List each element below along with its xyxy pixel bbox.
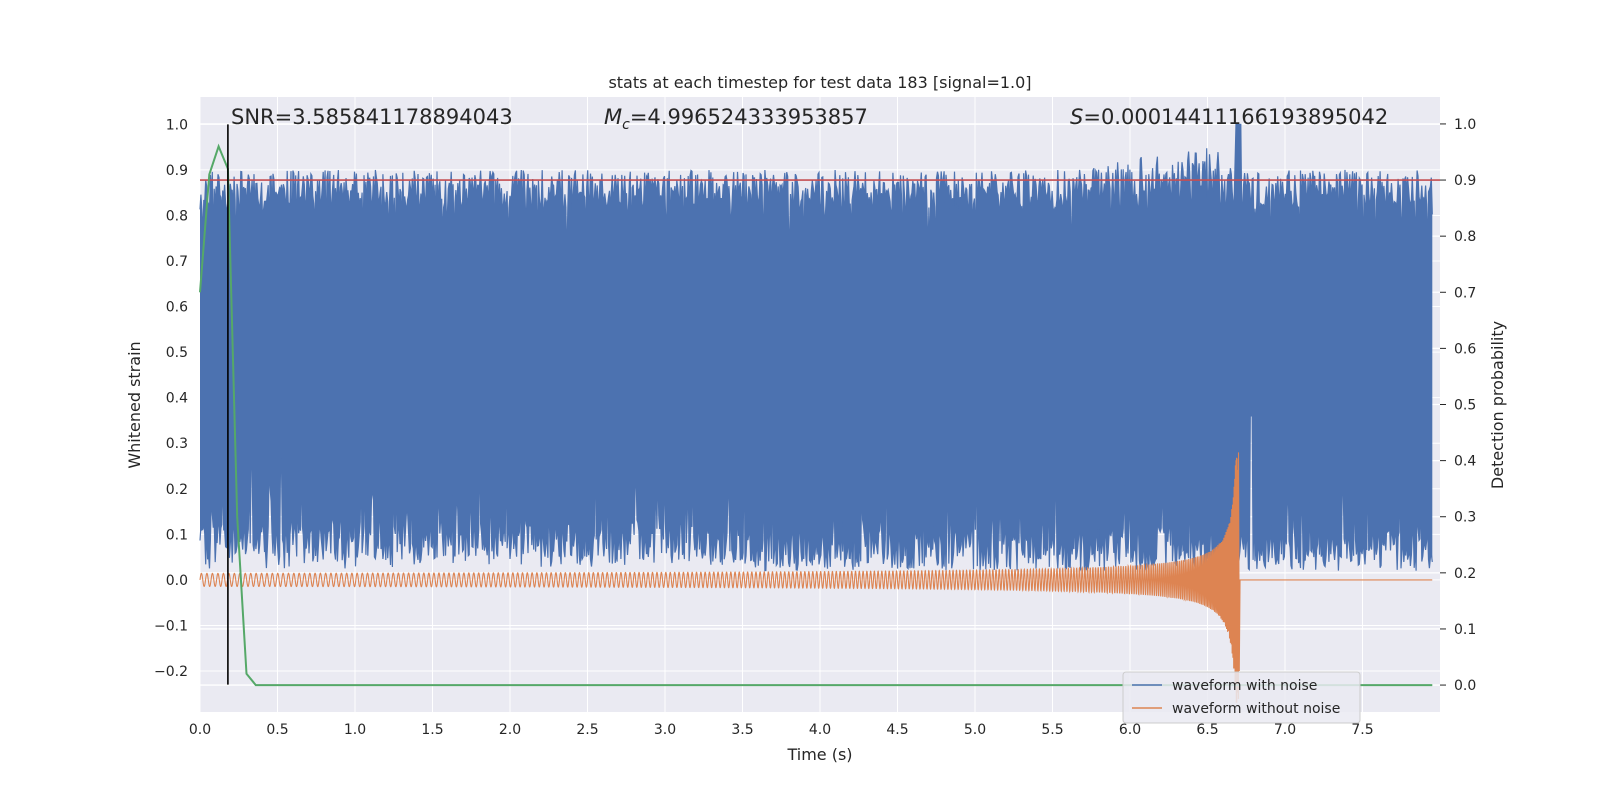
- y-left-tick-label: 1.0: [166, 117, 188, 133]
- y-left-tick-label: 0.4: [166, 391, 188, 407]
- y-left-tick-label: 0.1: [166, 527, 188, 543]
- y-right-tick-label: 0.8: [1454, 229, 1476, 245]
- y-left-tick-label: 0.5: [166, 345, 188, 361]
- chirp-mass-symbol: M: [604, 105, 622, 129]
- x-tick-label: 7.0: [1274, 722, 1296, 738]
- x-tick-label: 6.5: [1196, 722, 1218, 738]
- x-tick-label: 5.0: [964, 722, 986, 738]
- y-right-tick-label: 0.5: [1454, 398, 1476, 414]
- x-tick-label: 5.5: [1041, 722, 1063, 738]
- y-right-tick-label: 0.2: [1454, 566, 1476, 582]
- y-left-tick-label: 0.8: [166, 208, 188, 224]
- y-axis-left-ticks: −0.2 −0.1 0.0 0.1 0.2 0.3 0.4 0.5 0.6 0.7 0.8 0.9 1.…: [154, 117, 188, 680]
- y-left-tick-label: 0.7: [166, 254, 188, 270]
- x-tick-label: 2.5: [576, 722, 598, 738]
- chart-title: stats at each timestep for test data 183…: [608, 73, 1031, 92]
- y-right-tick-label: 0.4: [1454, 454, 1476, 470]
- x-tick-label: 0.5: [266, 722, 288, 738]
- x-axis-label: Time (s): [786, 745, 852, 764]
- chirp-mass-annotation: Mc=4.996524333953857: [604, 105, 868, 133]
- series-detection-probability: [199, 143, 1433, 687]
- y-left-tick-label: −0.2: [154, 664, 188, 680]
- y-right-tick-label: 0.9: [1454, 173, 1476, 189]
- y-right-tick-label: 0.1: [1454, 622, 1476, 638]
- y-left-tick-label: 0.2: [166, 482, 188, 498]
- y-left-tick-label: 0.9: [166, 163, 188, 179]
- y-right-tick-label: 0.7: [1454, 285, 1476, 301]
- series-waveform-with-noise-fill: [200, 124, 1433, 571]
- y-axis-right-ticks: 0.0 0.1 0.2 0.3 0.4 0.5 0.6 0.7 0.8 0.9 1.0: [1440, 117, 1476, 694]
- y-right-tick-label: 0.6: [1454, 341, 1476, 357]
- snr-annotation: SNR=3.585841178894043: [231, 105, 513, 129]
- legend: waveform with noise waveform without noi…: [1122, 671, 1361, 724]
- x-tick-label: 4.0: [809, 722, 831, 738]
- y-right-tick-label: 1.0: [1454, 117, 1476, 133]
- x-tick-label: 4.5: [886, 722, 908, 738]
- y-left-tick-label: 0.0: [166, 573, 188, 589]
- legend-box: [1122, 671, 1361, 724]
- s-value: =0.00014411166193895042: [1083, 105, 1388, 129]
- chirp-mass-value: =4.996524333953857: [630, 105, 868, 129]
- x-tick-label: 1.5: [421, 722, 443, 738]
- y-axis-right-label: Detection probability: [1488, 321, 1507, 489]
- x-tick-label: 2.0: [499, 722, 521, 738]
- y-left-tick-label: 0.3: [166, 436, 188, 452]
- s-statistic-annotation: S=0.00014411166193895042: [1070, 105, 1388, 129]
- x-axis-ticks: 0.0 0.5 1.0 1.5 2.0 2.5 3.0 3.5 4.0 4.5 5.0 5.5 6.0 6…: [189, 722, 1374, 738]
- y-left-tick-label: 0.6: [166, 300, 188, 316]
- legend-label-noise: waveform with noise: [1172, 678, 1317, 694]
- x-tick-label: 6.0: [1119, 722, 1141, 738]
- legend-label-clean: waveform without noise: [1172, 701, 1340, 717]
- x-tick-label: 3.0: [654, 722, 676, 738]
- chirp-mass-subscript: c: [622, 117, 630, 133]
- y-left-tick-label: −0.1: [154, 618, 188, 634]
- s-symbol: S: [1070, 105, 1083, 129]
- y-axis-left-label: Whitened strain: [125, 341, 144, 468]
- y-right-tick-label: 0.0: [1454, 678, 1476, 694]
- x-tick-label: 1.0: [344, 722, 366, 738]
- x-tick-label: 7.5: [1351, 722, 1373, 738]
- x-tick-label: 0.0: [189, 722, 211, 738]
- y-right-tick-label: 0.3: [1454, 510, 1476, 526]
- series-waveform-without-noise: [199, 452, 1433, 703]
- x-tick-label: 3.5: [731, 722, 753, 738]
